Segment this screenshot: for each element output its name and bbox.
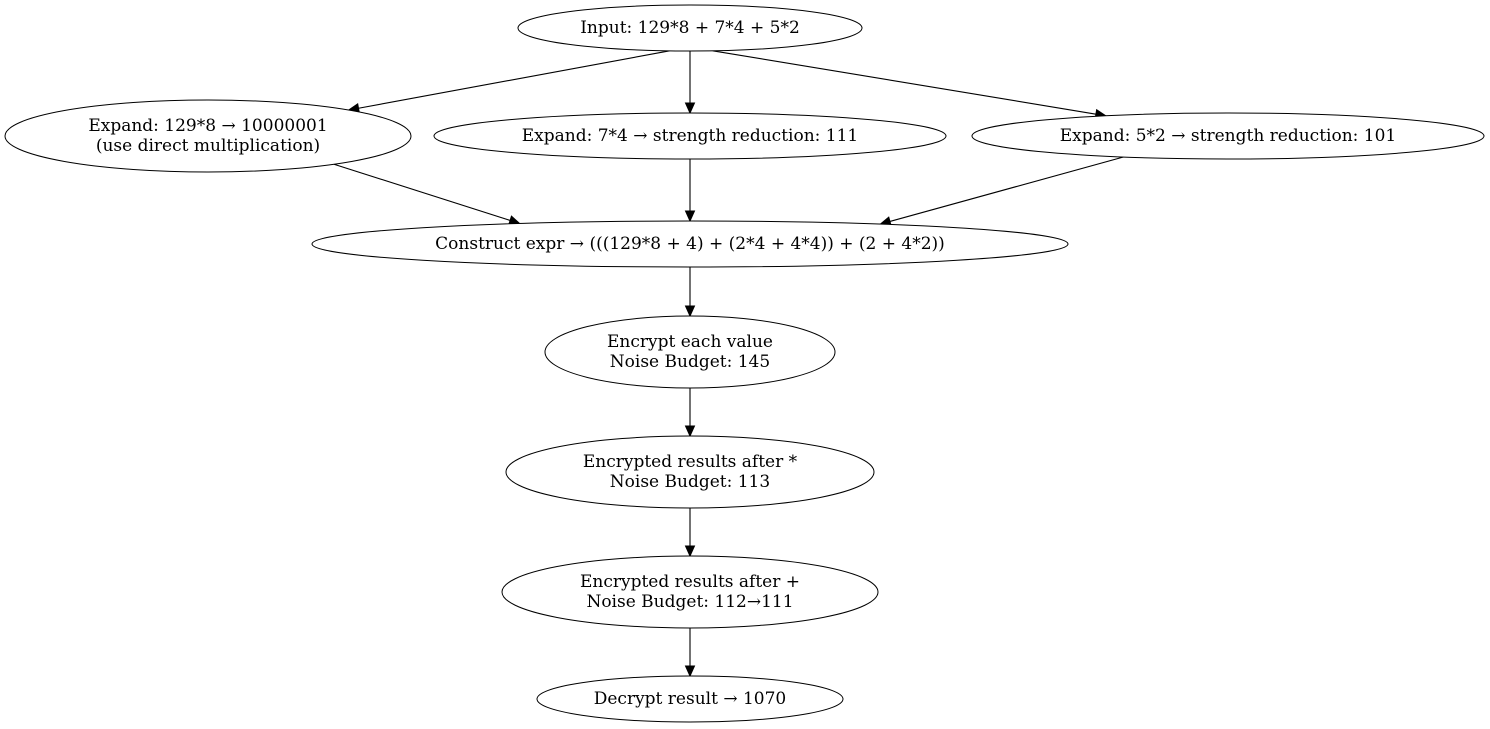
- node-label: Expand: 5*2 → strength reduction: 101: [1060, 126, 1397, 146]
- node-construct: Construct expr → (((129*8 + 4) + (2*4 + …: [311, 220, 1069, 268]
- node-after-add: Encrypted results after +Noise Budget: 1…: [501, 555, 879, 629]
- node-label: Construct expr → (((129*8 + 4) + (2*4 + …: [435, 234, 945, 254]
- node-ellipse: [517, 4, 863, 52]
- node-label: Noise Budget: 113: [610, 472, 770, 492]
- edge-expand1-to-construct: [333, 163, 521, 226]
- node-ellipse: [433, 112, 947, 160]
- arrowhead: [684, 210, 696, 223]
- node-label: Expand: 7*4 → strength reduction: 111: [522, 126, 859, 146]
- arrowhead: [684, 545, 696, 558]
- node-ellipse: [971, 112, 1485, 160]
- node-ellipse: [311, 220, 1069, 268]
- node-ellipse: [4, 99, 412, 173]
- arrowhead: [684, 102, 696, 115]
- node-label: (use direct multiplication): [96, 136, 320, 156]
- node-expand3: Expand: 5*2 → strength reduction: 101: [971, 112, 1485, 160]
- node-expand2: Expand: 7*4 → strength reduction: 111: [433, 112, 947, 160]
- arrowhead: [684, 425, 696, 438]
- edge-encrypt-to-after-mul: [684, 388, 696, 438]
- node-label: Encrypted results after *: [583, 452, 798, 472]
- edge-construct-to-encrypt: [684, 267, 696, 318]
- node-label: Noise Budget: 145: [610, 352, 770, 372]
- nodes-layer: Input: 129*8 + 7*4 + 5*2 Expand: 129*8 → …: [4, 4, 1485, 723]
- node-label: Expand: 129*8 → 10000001: [88, 116, 327, 136]
- edge-line: [333, 163, 511, 221]
- edges-layer: [333, 50, 1124, 678]
- node-label: Noise Budget: 112→111: [586, 592, 793, 612]
- node-decrypt: Decrypt result → 1070: [536, 675, 844, 723]
- node-ellipse: [501, 555, 879, 629]
- edge-line: [358, 50, 670, 109]
- node-label: Decrypt result → 1070: [594, 689, 787, 709]
- node-after-mul: Encrypted results after *Noise Budget: 1…: [505, 435, 875, 509]
- edge-input-to-expand3: [712, 50, 1107, 120]
- node-ellipse: [505, 435, 875, 509]
- arrowhead: [684, 305, 696, 318]
- edge-expand2-to-construct: [684, 159, 696, 223]
- node-ellipse: [544, 315, 836, 389]
- node-label: Encrypted results after +: [580, 572, 800, 592]
- node-input: Input: 129*8 + 7*4 + 5*2: [517, 4, 863, 52]
- arrowhead: [684, 665, 696, 678]
- node-expand1: Expand: 129*8 → 10000001(use direct mult…: [4, 99, 412, 173]
- node-ellipse: [536, 675, 844, 723]
- node-label: Input: 129*8 + 7*4 + 5*2: [580, 18, 800, 38]
- edge-after-add-to-decrypt: [684, 628, 696, 678]
- edge-line: [712, 50, 1097, 115]
- node-label: Encrypt each value: [607, 332, 773, 352]
- edge-line: [889, 156, 1124, 222]
- edge-input-to-expand2: [684, 51, 696, 115]
- edge-expand3-to-construct: [879, 156, 1124, 227]
- edge-input-to-expand1: [347, 50, 670, 114]
- edge-after-mul-to-after-add: [684, 508, 696, 558]
